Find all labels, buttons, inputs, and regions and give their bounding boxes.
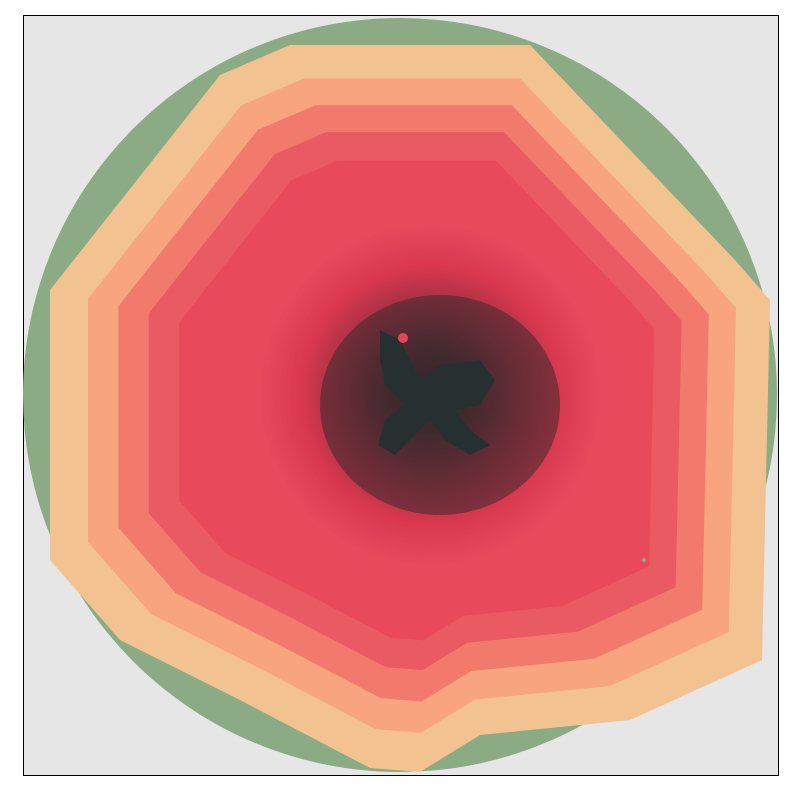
agent: [642, 558, 646, 562]
agent: [398, 333, 408, 343]
agent-cluster: [378, 330, 495, 455]
